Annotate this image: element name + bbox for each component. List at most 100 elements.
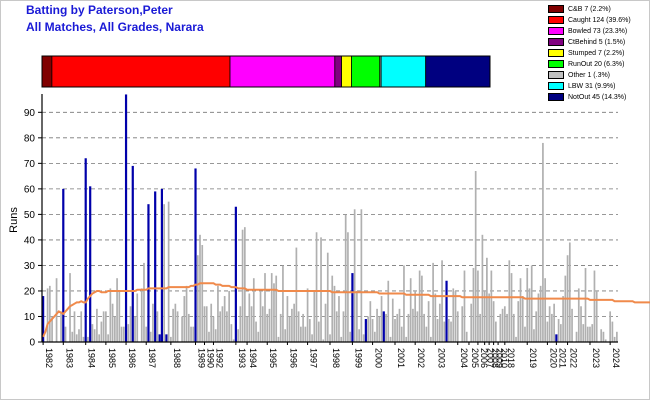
- innings-bar: [116, 278, 118, 342]
- innings-bar: [149, 331, 152, 342]
- innings-bar: [412, 308, 414, 342]
- innings-bar: [75, 334, 78, 342]
- innings-bar: [196, 255, 199, 342]
- not-out-bar: [84, 158, 87, 342]
- x-tick-label: 2023: [591, 348, 601, 368]
- innings-bar: [172, 308, 174, 342]
- y-tick-label: 40: [24, 235, 36, 246]
- innings-bar: [167, 201, 170, 342]
- innings-bar: [418, 270, 421, 342]
- innings-bar: [246, 316, 248, 342]
- innings-bar: [51, 316, 53, 342]
- innings-bar: [580, 306, 582, 342]
- innings-bar: [371, 319, 374, 342]
- innings-bar: [118, 290, 121, 342]
- y-tick-label: 20: [24, 286, 36, 297]
- innings-bar: [221, 306, 224, 342]
- x-tick-label: 2021: [557, 348, 567, 368]
- innings-bar: [91, 324, 94, 342]
- innings-bar: [396, 313, 399, 342]
- innings-bar: [208, 331, 210, 342]
- innings-bar: [237, 329, 239, 342]
- innings-bar: [551, 313, 553, 342]
- innings-bar: [80, 311, 83, 342]
- not-out-bar: [165, 334, 168, 342]
- innings-bar: [508, 260, 511, 342]
- innings-bar: [210, 303, 213, 342]
- x-tick-label: 1988: [172, 348, 182, 368]
- innings-bar: [250, 306, 253, 342]
- innings-bar: [432, 262, 434, 342]
- innings-bar: [344, 214, 347, 342]
- innings-bar: [562, 296, 564, 342]
- innings-bar: [586, 326, 589, 342]
- innings-bar: [302, 313, 304, 342]
- innings-bar: [295, 247, 298, 342]
- innings-bar: [438, 303, 441, 342]
- innings-bar: [223, 296, 226, 342]
- x-tick-label: 2008: [490, 348, 500, 368]
- legend-label: RunOut 20 (6.3%): [568, 61, 625, 68]
- x-tick-label: 2022: [569, 348, 579, 368]
- innings-bar: [187, 313, 190, 342]
- dismissal-segment: [41, 55, 53, 88]
- x-tick-label: 1989: [197, 348, 207, 368]
- y-tick-label: 70: [24, 159, 36, 170]
- innings-bar: [526, 267, 529, 342]
- not-out-bar: [131, 165, 134, 342]
- innings-bar: [311, 334, 313, 342]
- innings-bar: [264, 273, 266, 342]
- innings-bar: [537, 293, 540, 342]
- legend-item: Bowled 73 (23.3%): [548, 26, 631, 37]
- innings-bar: [400, 326, 403, 342]
- x-tick-label: 2020: [548, 348, 558, 368]
- innings-bar: [279, 313, 282, 342]
- innings-bar: [362, 334, 365, 342]
- innings-bar: [73, 311, 76, 342]
- innings-bar: [589, 326, 591, 342]
- innings-bar: [450, 321, 452, 342]
- innings-bar: [575, 331, 578, 342]
- innings-bar: [270, 273, 273, 342]
- innings-bar: [342, 311, 345, 342]
- innings-bar: [495, 321, 497, 342]
- innings-bar: [217, 285, 219, 342]
- innings-bar: [288, 316, 291, 342]
- innings-bar: [595, 290, 598, 342]
- innings-bar: [322, 339, 325, 342]
- innings-bar: [192, 326, 195, 342]
- x-tick-label: 1984: [87, 348, 97, 368]
- innings-bar: [353, 209, 356, 342]
- innings-bar: [64, 326, 67, 342]
- legend-swatch: [548, 27, 564, 36]
- innings-bar: [55, 278, 58, 342]
- innings-bar: [479, 313, 482, 342]
- innings-bar: [181, 316, 183, 342]
- not-out-bar: [160, 188, 164, 342]
- innings-bar: [320, 237, 322, 342]
- innings-bar: [528, 288, 531, 342]
- x-tick-label: 1998: [331, 348, 341, 368]
- dismissal-segment: [380, 55, 427, 88]
- innings-bar: [46, 288, 49, 342]
- innings-bar: [385, 313, 387, 342]
- innings-bar: [297, 311, 300, 342]
- innings-bar: [434, 293, 437, 342]
- legend-label: Caught 124 (39.6%): [568, 17, 631, 24]
- x-tick-label: 1995: [268, 348, 278, 368]
- y-tick-label: 10: [24, 312, 36, 323]
- innings-bar: [447, 319, 450, 342]
- innings-bar: [423, 313, 425, 342]
- innings-bar: [461, 306, 464, 342]
- y-tick-label: 50: [24, 210, 36, 221]
- legend-label: LBW 31 (9.9%): [568, 83, 616, 90]
- innings-bar: [584, 267, 587, 342]
- innings-bar: [443, 321, 446, 342]
- legend-item: RunOut 20 (6.3%): [548, 59, 631, 70]
- x-tick-label: 1985: [107, 348, 117, 368]
- innings-bar: [378, 316, 381, 342]
- dismissal-segment: [425, 55, 491, 88]
- x-tick-label: 2000: [374, 348, 384, 368]
- innings-bar: [174, 303, 177, 342]
- innings-bar: [226, 311, 228, 342]
